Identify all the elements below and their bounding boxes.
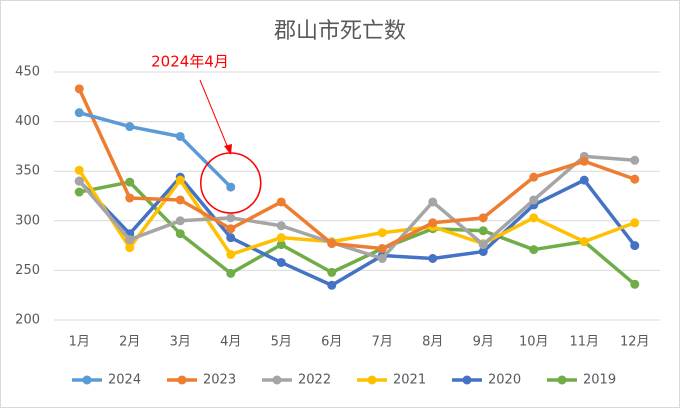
point: [529, 245, 539, 255]
y-tick-label: 450: [15, 65, 40, 80]
legend-marker: [82, 375, 92, 385]
point: [226, 182, 236, 192]
x-tick-label: 10月: [519, 335, 549, 350]
chart-title: 郡山市死亡数: [274, 19, 406, 44]
y-tick-label: 350: [15, 164, 40, 179]
point: [276, 240, 286, 250]
point: [529, 213, 539, 223]
point: [175, 131, 185, 141]
point: [125, 235, 135, 245]
x-tick-label: 3月: [170, 335, 191, 350]
legend-label: 2022: [298, 373, 331, 388]
x-tick-label: 2月: [119, 335, 140, 350]
point: [276, 257, 286, 267]
point: [478, 247, 488, 257]
series-line: [77, 154, 635, 261]
legend-label: 2019: [583, 373, 616, 388]
legend-label: 2024: [108, 373, 141, 388]
point: [125, 177, 135, 187]
y-tick-label: 400: [15, 114, 40, 129]
point: [175, 229, 185, 239]
x-tick-label: 11月: [569, 335, 599, 350]
point: [125, 122, 135, 132]
x-tick-label: 7月: [372, 335, 393, 350]
x-tick-label: 5月: [271, 335, 292, 350]
point: [529, 195, 539, 205]
x-tick-label: 9月: [473, 335, 494, 350]
point: [377, 228, 387, 238]
series-line: [78, 110, 232, 189]
point: [630, 174, 640, 184]
x-tick-label: 12月: [620, 335, 650, 350]
point: [428, 218, 438, 228]
point: [579, 237, 589, 247]
point: [276, 197, 286, 207]
point: [74, 187, 84, 197]
legend-marker: [177, 375, 187, 385]
point: [377, 253, 387, 263]
point: [226, 213, 236, 223]
point: [630, 279, 640, 289]
point: [478, 213, 488, 223]
annotation-circle: [200, 152, 262, 214]
legend-label: 2021: [393, 373, 426, 388]
point: [74, 84, 84, 94]
point: [226, 224, 236, 234]
point: [175, 175, 185, 185]
annotation-arrowhead: [224, 144, 232, 155]
legend-marker: [272, 375, 282, 385]
point: [327, 239, 337, 249]
point: [428, 253, 438, 263]
legend-marker: [462, 375, 472, 385]
point: [327, 280, 337, 290]
series-line: [77, 169, 636, 257]
point: [630, 218, 640, 228]
y-tick-label: 200: [15, 313, 40, 328]
point: [630, 241, 640, 251]
point: [175, 216, 185, 226]
legend-marker: [367, 375, 377, 385]
point: [579, 156, 589, 166]
point: [529, 172, 539, 182]
point: [226, 250, 236, 260]
series-line: [77, 175, 637, 288]
point: [478, 240, 488, 250]
x-tick-label: 4月: [220, 335, 241, 350]
legend-label: 2023: [203, 373, 236, 388]
point: [74, 108, 84, 118]
annotation: 2024年4月: [151, 53, 229, 71]
x-tick-label: 6月: [321, 335, 342, 350]
point: [175, 195, 185, 205]
legend-label: 2020: [488, 373, 521, 388]
point: [125, 193, 135, 203]
x-tick-label: 1月: [69, 335, 90, 350]
point: [74, 176, 84, 186]
point: [327, 267, 337, 277]
point: [74, 165, 84, 175]
legend-marker: [557, 375, 567, 385]
point: [377, 244, 387, 254]
point: [579, 175, 589, 185]
point: [630, 155, 640, 165]
y-tick-label: 250: [15, 263, 40, 278]
x-tick-label: 8月: [422, 335, 443, 350]
point: [276, 233, 286, 243]
annotation-arrow: [199, 79, 229, 149]
point: [226, 233, 236, 243]
point: [226, 268, 236, 278]
series-line: [77, 88, 636, 251]
point: [125, 243, 135, 253]
y-tick-label: 300: [15, 213, 40, 228]
point: [478, 226, 488, 236]
point: [276, 221, 286, 231]
point: [428, 197, 438, 207]
